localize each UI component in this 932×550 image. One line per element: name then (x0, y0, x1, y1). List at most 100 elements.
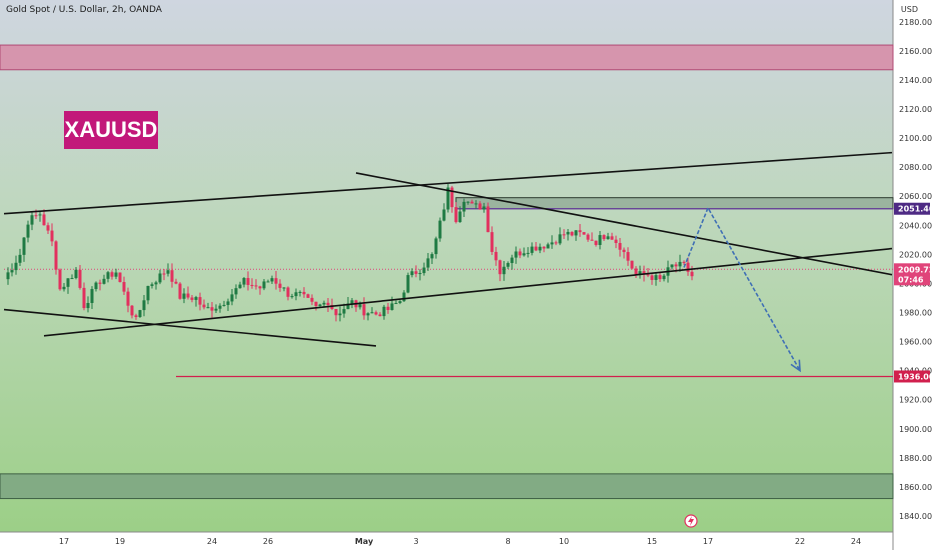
x-tick-label: 26 (263, 537, 273, 546)
candle-body (310, 297, 314, 302)
candle-body (550, 242, 554, 245)
upper-channel-line[interactable] (3, 151, 893, 215)
candle-body (646, 274, 650, 276)
candle-body (214, 308, 218, 311)
candle-body (518, 251, 522, 256)
candle-body (170, 270, 174, 282)
candle-body (570, 231, 574, 236)
currency-label: USD (900, 5, 918, 14)
candle-body (558, 234, 562, 244)
falling-trendline[interactable] (355, 172, 893, 276)
y-tick-label: 2040.000 (899, 221, 932, 230)
candle-body (362, 304, 366, 316)
candle-body (554, 242, 558, 244)
candle-body (630, 260, 634, 269)
last-price-label (894, 263, 930, 286)
candle-body (502, 266, 506, 275)
candle-body (350, 300, 354, 304)
x-tick-label: 22 (795, 537, 805, 546)
resistance-box (455, 197, 894, 210)
candle-body (262, 281, 266, 289)
candle-body (414, 271, 418, 274)
y-tick-label: 2140.000 (899, 76, 932, 85)
x-tick-label: 15 (647, 537, 657, 546)
candle-body (610, 236, 614, 240)
y-tick-label: 1980.000 (899, 309, 932, 318)
candle-body (86, 302, 90, 309)
candle-body (422, 267, 426, 274)
candle-body (118, 272, 122, 283)
candle-body (614, 239, 618, 243)
candle-body (498, 260, 502, 275)
candle-body (474, 203, 478, 205)
candle-body (150, 284, 154, 286)
candle-body (198, 297, 202, 305)
candle-body (158, 273, 162, 283)
candle-body (454, 207, 458, 223)
lower-channel-line[interactable] (43, 247, 893, 337)
candle-body (166, 270, 170, 274)
candle-body (386, 306, 390, 310)
candle-body (546, 244, 550, 249)
candle-body (206, 307, 210, 309)
candle-body (394, 303, 398, 305)
candle-body (50, 230, 54, 242)
candle-body (54, 241, 58, 270)
candle-body (190, 297, 194, 300)
y-tick-label: 1960.000 (899, 338, 932, 347)
candle-body (582, 232, 586, 235)
candle-body (366, 313, 370, 316)
candle-body (226, 301, 230, 305)
candle-body (282, 287, 286, 289)
candle-body (598, 235, 602, 245)
candle-body (642, 271, 646, 275)
candle-body (618, 242, 622, 250)
x-tick-label: 24 (851, 537, 861, 546)
candle-body (658, 275, 662, 280)
last-price-label-time: 07:46 (898, 275, 924, 284)
candle-body (58, 269, 62, 290)
candle-body (462, 201, 466, 212)
candle-body (470, 201, 474, 204)
candles (6, 183, 694, 322)
x-tick-label: May (355, 537, 374, 546)
candle-body (670, 264, 674, 268)
candle-body (142, 300, 146, 311)
resistance-label (894, 202, 930, 215)
candle-body (402, 292, 406, 302)
candle-body (174, 281, 178, 284)
candle-body (230, 294, 234, 302)
candle-body (526, 252, 530, 254)
projection-path[interactable] (683, 206, 801, 372)
y-tick-label: 1900.000 (899, 425, 932, 434)
candle-body (42, 214, 46, 226)
candle-body (334, 308, 338, 316)
candle-body (278, 283, 282, 288)
candle-body (218, 305, 222, 309)
candle-body (238, 284, 242, 289)
candle-body (306, 294, 310, 298)
resistance-label-text: 2051.407 (898, 205, 932, 214)
candle-body (374, 312, 378, 315)
candle-body (322, 302, 326, 305)
candle-body (34, 215, 38, 217)
descending-support-line[interactable] (3, 308, 377, 347)
candle-body (438, 220, 442, 239)
y-tick-label: 2060.000 (899, 192, 932, 201)
candle-body (430, 254, 434, 259)
candle-body (210, 307, 214, 311)
projection-arrowhead (790, 359, 801, 373)
lightning-icon[interactable] (684, 514, 698, 528)
candle-body (154, 282, 158, 285)
candle-body (686, 262, 690, 272)
x-tick-label: 19 (115, 537, 125, 546)
candle-body (114, 272, 118, 277)
candle-body (258, 286, 262, 289)
candle-body (494, 251, 498, 261)
candle-body (606, 236, 610, 240)
candle-body (426, 258, 430, 268)
y-tick-label: 2020.000 (899, 250, 932, 259)
y-tick-label: 1840.000 (899, 512, 932, 521)
candle-body (602, 235, 606, 240)
